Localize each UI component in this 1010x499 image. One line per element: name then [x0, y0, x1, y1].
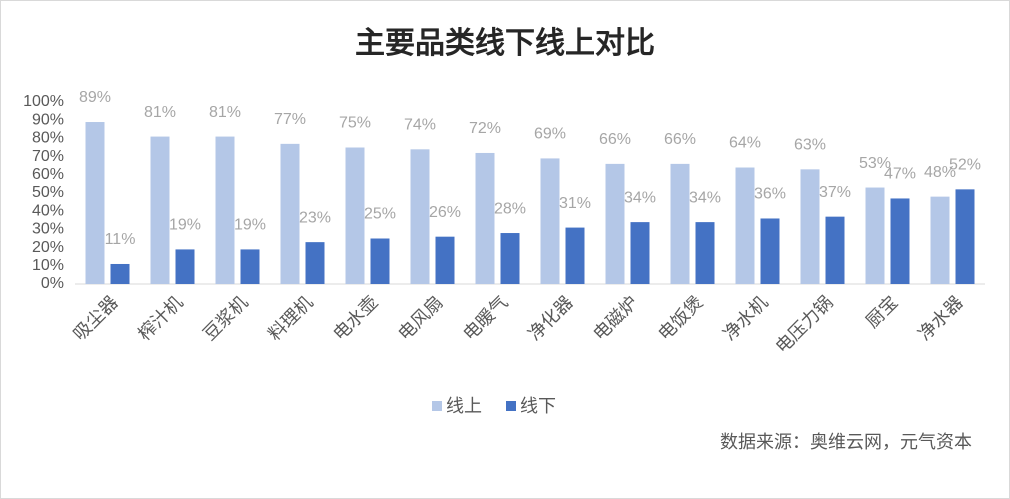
y-tick-label: 0% — [41, 275, 64, 292]
bar — [735, 167, 755, 284]
value-label: 66% — [599, 131, 631, 148]
value-label: 72% — [469, 120, 501, 137]
bar — [540, 158, 560, 284]
bar — [565, 227, 585, 284]
y-tick-label: 10% — [32, 257, 64, 274]
bar — [175, 249, 195, 284]
bar — [435, 236, 455, 284]
value-label: 31% — [559, 195, 591, 212]
value-label: 34% — [624, 189, 656, 206]
value-label: 69% — [534, 126, 566, 143]
value-label: 74% — [404, 117, 436, 134]
bar — [500, 233, 520, 284]
bar — [760, 218, 780, 284]
bar — [410, 149, 430, 284]
legend-label: 线下 — [520, 396, 556, 416]
chart-title: 主要品类线下线上对比 — [355, 27, 655, 60]
bar — [150, 136, 170, 284]
bar — [670, 163, 690, 284]
bar — [240, 249, 260, 284]
y-tick-label: 40% — [32, 202, 64, 219]
y-tick-label: 70% — [32, 148, 64, 165]
bar — [305, 242, 325, 284]
y-tick-label: 80% — [32, 130, 64, 147]
value-label: 81% — [144, 104, 176, 121]
value-label: 11% — [105, 231, 136, 248]
bar — [890, 198, 910, 284]
y-tick-label: 90% — [32, 111, 64, 128]
y-tick-label: 60% — [32, 166, 64, 183]
bar — [605, 163, 625, 284]
bar — [695, 222, 715, 284]
value-label: 64% — [729, 135, 761, 152]
value-label: 47% — [884, 166, 916, 183]
value-label: 34% — [689, 189, 721, 206]
bar — [930, 196, 950, 284]
value-label: 23% — [299, 209, 331, 226]
value-label: 37% — [819, 184, 851, 201]
value-label: 77% — [274, 111, 306, 128]
y-tick-label: 30% — [32, 221, 64, 238]
value-label: 81% — [209, 104, 241, 121]
bar — [825, 216, 845, 284]
bar — [865, 187, 885, 284]
y-tick-label: 20% — [32, 239, 64, 256]
value-label: 75% — [339, 115, 371, 132]
value-label: 63% — [794, 137, 826, 154]
value-label: 52% — [949, 157, 981, 174]
legend-swatch — [506, 401, 516, 411]
bar — [630, 222, 650, 284]
bar — [85, 122, 105, 285]
bar — [280, 143, 300, 284]
value-label: 19% — [234, 217, 266, 234]
bar — [800, 169, 820, 284]
bar — [215, 136, 235, 284]
y-tick-label: 50% — [32, 184, 64, 201]
value-label: 89% — [79, 89, 111, 106]
value-label: 36% — [754, 186, 786, 203]
bar — [475, 152, 495, 284]
bar — [345, 147, 365, 284]
legend-label: 线上 — [446, 396, 482, 416]
value-label: 53% — [859, 155, 891, 172]
value-label: 25% — [364, 206, 396, 223]
source-note: 数据来源：奥维云网，元气资本 — [720, 432, 972, 452]
y-tick-label: 100% — [23, 93, 64, 110]
bar — [955, 189, 975, 284]
bar — [370, 238, 390, 284]
value-label: 26% — [429, 204, 461, 221]
bar — [110, 263, 130, 284]
value-label: 66% — [664, 131, 696, 148]
value-label: 19% — [169, 217, 201, 234]
value-label: 48% — [924, 164, 956, 181]
value-label: 28% — [494, 200, 526, 217]
legend-swatch — [432, 401, 442, 411]
